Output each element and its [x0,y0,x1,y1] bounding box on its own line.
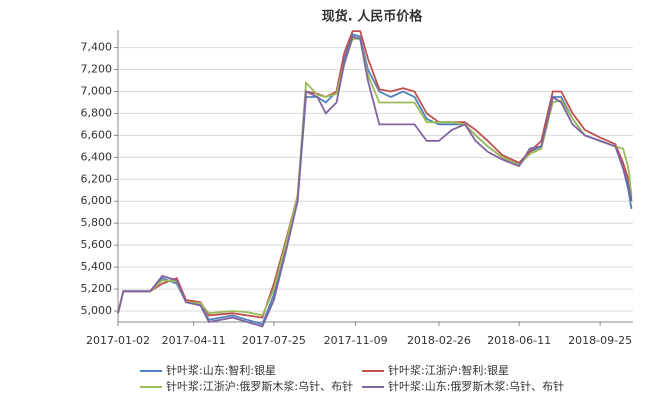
y-tick-label: 6,200 [81,172,113,185]
y-tick-label: 5,600 [81,238,113,251]
y-tick-label: 6,000 [81,194,113,207]
x-tick-label: 2017-11-09 [324,334,388,347]
y-tick-label: 5,000 [81,304,113,317]
y-tick-label: 7,200 [81,63,113,76]
y-tick-label: 6,600 [81,128,113,141]
legend-label: 针叶浆:江浙沪:俄罗斯木浆:乌针、布针 [166,379,353,393]
y-tick-label: 6,800 [81,106,113,119]
x-tick-label: 2017-07-25 [242,334,306,347]
x-tick-label: 2018-06-11 [487,334,551,347]
legend-label: 针叶浆:山东:俄罗斯木浆:乌针、布针 [388,379,564,393]
y-tick-label: 5,800 [81,216,113,229]
y-tick-label: 7,000 [81,84,113,97]
series-line [117,33,633,326]
series-line [117,37,633,317]
y-tick-label: 5,400 [81,260,113,273]
y-tick-label: 7,400 [81,41,113,54]
x-tick-label: 2018-02-26 [407,334,471,347]
legend-label: 针叶浆:江浙沪:智利:银星 [388,363,509,377]
chart-title: 现货. 人民币价格 [322,9,423,25]
x-tick-label: 2017-04-11 [162,334,226,347]
series-line [117,35,633,328]
series-line [117,30,633,319]
x-tick-label: 2018-09-25 [568,334,632,347]
x-tick-label: 2017-01-02 [86,334,150,347]
y-tick-label: 5,200 [81,282,113,295]
legend-label: 针叶浆:山东:智利:银星 [166,363,276,377]
y-tick-label: 6,400 [81,150,113,163]
